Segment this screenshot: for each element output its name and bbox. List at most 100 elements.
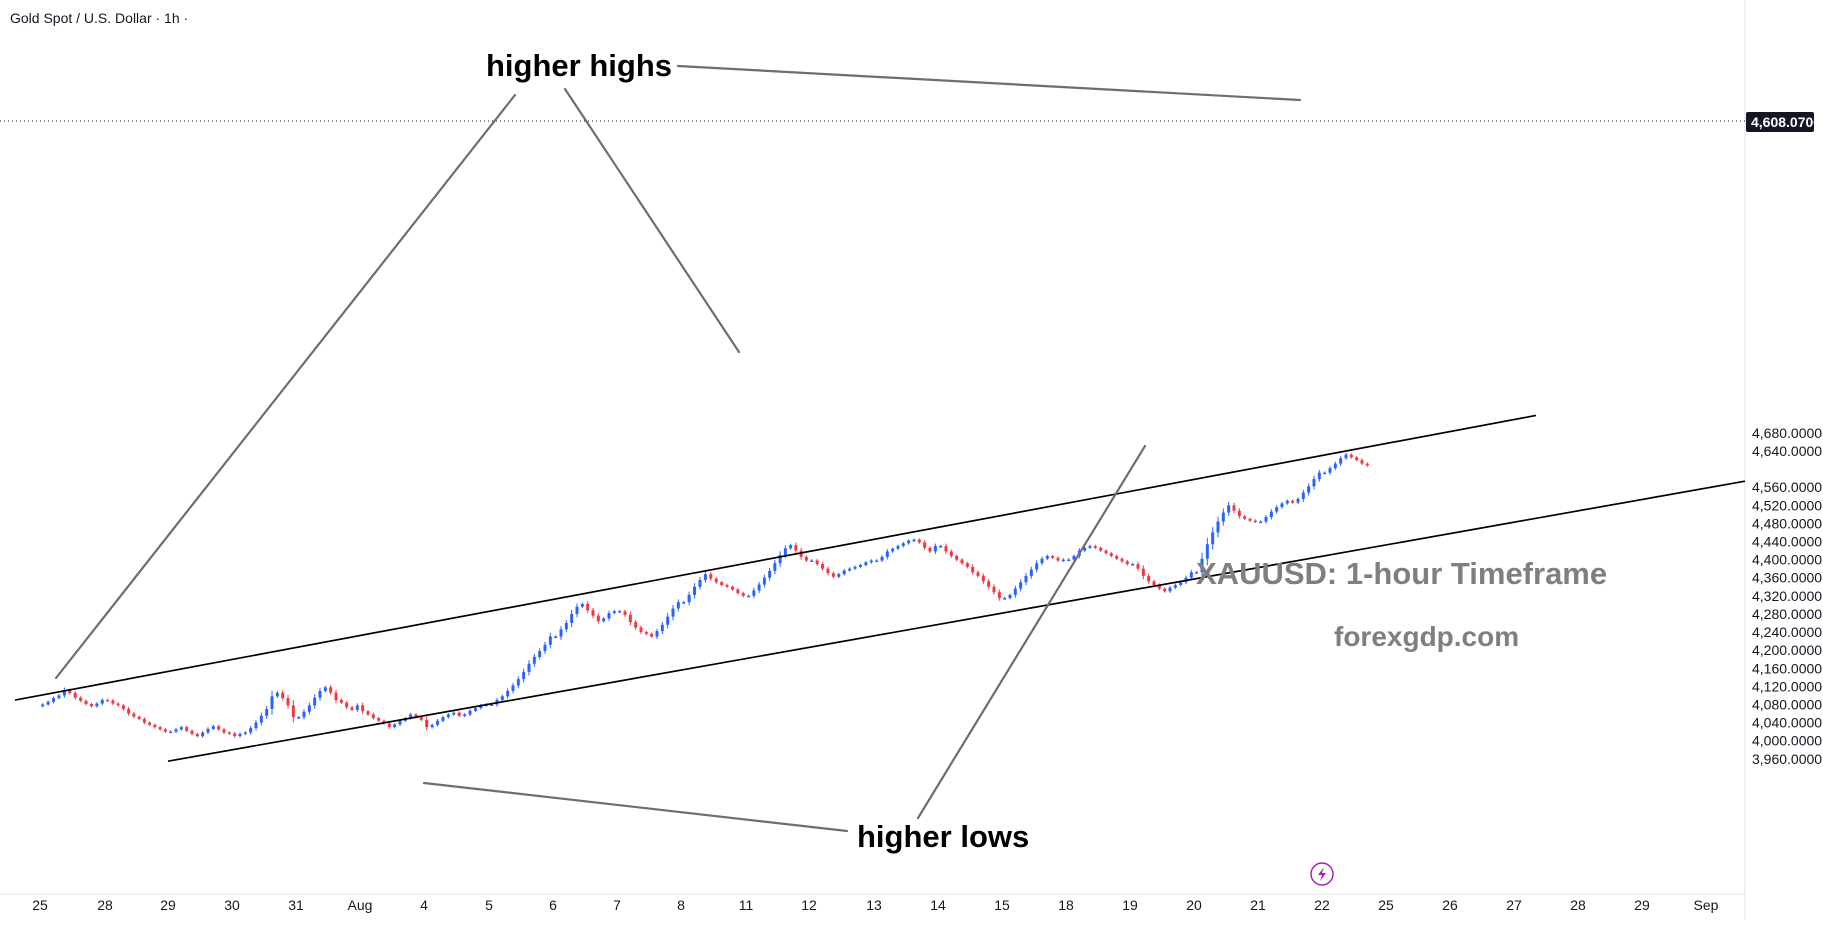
candle-body [452,712,456,715]
candle-body [831,573,835,577]
candlestick [281,690,285,701]
candle-body [366,711,370,715]
candle-body [398,720,402,725]
candle-body [1216,521,1220,533]
candlestick [313,694,317,709]
candlestick [153,723,157,729]
candlestick [1296,497,1300,505]
candlestick [249,725,253,735]
candlestick [265,705,269,719]
candle-body [281,692,285,699]
candlestick [527,660,531,676]
candle-body [698,579,702,587]
candlestick [580,602,584,609]
candlestick [52,696,56,704]
candle-body [1269,511,1273,518]
candle-body [1205,544,1209,559]
candle-body [853,566,857,569]
candlestick [457,711,461,718]
candlestick [106,698,110,702]
candle-body [992,586,996,593]
candlestick [618,609,622,613]
y-tick-label: 4,640.0000 [1752,443,1822,459]
candle-body [933,546,937,552]
candlestick [660,621,664,634]
candle-body [68,689,72,694]
candle-body [1259,521,1263,524]
x-tick-label: Aug [348,897,373,913]
candlestick [864,560,868,567]
candle-body [1147,575,1151,582]
x-tick-label: 29 [1634,897,1650,913]
candlestick [1200,552,1204,579]
x-tick-label: 13 [866,897,882,913]
y-tick-label: 4,680.0000 [1752,425,1822,441]
candle-body [1232,505,1236,511]
candle-body [858,565,862,567]
candle-body [757,584,761,591]
candle-body [1152,581,1156,585]
candlestick [1147,573,1151,584]
candle-body [179,727,183,730]
candle-body [960,559,964,564]
y-tick-label: 4,120.0000 [1752,678,1822,694]
candle-body [511,685,515,691]
candle-body [361,705,365,712]
candle-body [901,543,905,547]
candle-body [602,618,606,622]
candle-body [955,555,959,560]
y-tick-label: 4,000.0000 [1752,733,1822,749]
candlestick [960,557,964,565]
candlestick [831,571,835,579]
candlestick [532,653,536,667]
candlestick [1216,516,1220,538]
candlestick [1024,573,1028,586]
candlestick [79,696,83,703]
x-tick-label: 25 [32,897,48,913]
candlestick [1067,558,1071,562]
candle-body [259,715,263,723]
y-tick-label: 4,160.0000 [1752,660,1822,676]
candle-body [864,562,868,566]
candlestick [1189,569,1193,581]
candle-body [693,586,697,595]
candlestick [1205,537,1209,566]
candle-body [580,603,584,607]
lightning-icon-bolt [1318,867,1326,881]
candle-body [928,547,932,552]
candle-body [1189,572,1193,578]
lightning-icon[interactable] [1310,862,1334,886]
candlestick [1013,585,1017,598]
candlestick [1136,562,1140,571]
candlestick [473,706,477,713]
candle-body [1013,588,1017,595]
candle-body [736,589,740,594]
candlestick [639,625,643,635]
x-tick-label: 11 [739,897,754,913]
candle-body [457,712,461,716]
candlestick [1061,558,1065,562]
x-tick-label: 12 [801,897,817,913]
y-tick-label: 4,360.0000 [1752,570,1822,586]
candle-body [804,556,808,561]
candlestick [981,573,985,584]
candlestick [543,641,547,654]
candlestick [463,713,467,718]
candle-body [249,728,253,733]
candle-body [1125,561,1129,565]
candlestick [901,541,905,548]
candle-body [425,719,429,728]
candlestick [302,709,306,720]
candlestick [885,549,889,560]
y-tick-label: 4,400.0000 [1752,552,1822,568]
candle-body [682,602,686,604]
candlestick [644,630,648,636]
candle-body [286,698,290,706]
candle-body [1115,555,1119,559]
candle-body [1040,558,1044,564]
candle-body [100,699,104,704]
candlestick [62,687,66,698]
candle-body [516,679,520,686]
candlestick [1323,471,1327,475]
candle-body [148,722,152,725]
